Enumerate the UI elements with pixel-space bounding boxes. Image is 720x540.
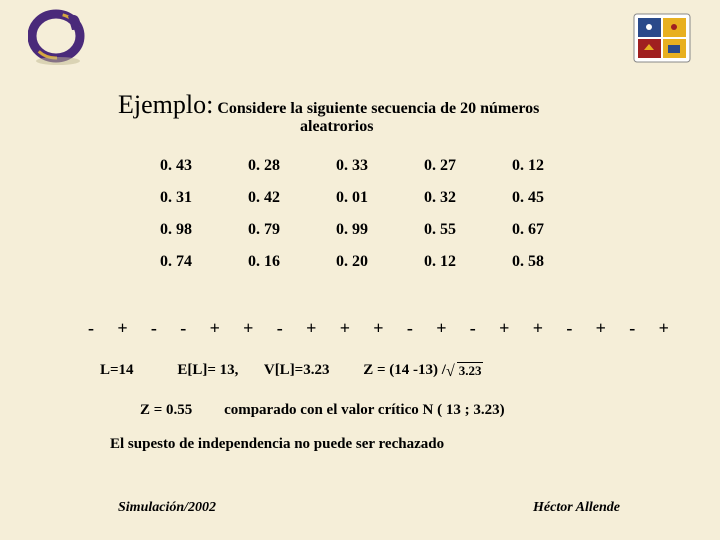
footer-right: Héctor Allende	[533, 500, 620, 516]
z-comparison-text: comparado con el valor crítico N ( 13 ; …	[224, 402, 505, 418]
title-text-2: aleatrorios	[300, 118, 373, 136]
table-row: 0. 980. 790. 990. 550. 67	[160, 214, 600, 246]
sign: -	[629, 318, 636, 339]
table-cell: 0. 43	[160, 157, 248, 175]
table-cell: 0. 98	[160, 221, 248, 239]
sign: +	[533, 318, 544, 339]
signs-row: - + - - + + - + + + - + - + + - + - +	[88, 318, 670, 339]
sign: +	[596, 318, 607, 339]
table-row: 0. 310. 420. 010. 320. 45	[160, 182, 600, 214]
sign: +	[659, 318, 670, 339]
table-cell: 0. 67	[512, 221, 600, 239]
table-row: 0. 740. 160. 200. 120. 58	[160, 246, 600, 278]
sign: -	[407, 318, 414, 339]
table-cell: 0. 99	[336, 221, 424, 239]
table-cell: 0. 28	[248, 157, 336, 175]
ejemplo-label: Ejemplo:	[118, 90, 213, 119]
table-cell: 0. 16	[248, 253, 336, 271]
z-value: Z = 0.55	[140, 402, 192, 418]
table-cell: 0. 20	[336, 253, 424, 271]
table-row: 0. 430. 280. 330. 270. 12	[160, 150, 600, 182]
sign: -	[470, 318, 477, 339]
table-cell: 0. 55	[424, 221, 512, 239]
table-cell: 0. 12	[424, 253, 512, 271]
title-text-1: Considere la siguiente secuencia de 20 n…	[217, 100, 539, 117]
right-shield-logo	[632, 12, 692, 66]
left-logo	[28, 8, 88, 66]
sign: +	[210, 318, 221, 339]
table-cell: 0. 01	[336, 189, 424, 207]
sign: -	[180, 318, 187, 339]
table-cell: 0. 74	[160, 253, 248, 271]
stats-row: L=14 E[L]= 13, V[L]=3.23 Z = (14 -13) /√…	[100, 362, 483, 381]
conclusion-text: El supesto de independencia no puede ser…	[110, 436, 444, 453]
table-cell: 0. 45	[512, 189, 600, 207]
footer-left: Simulación/2002	[118, 500, 216, 516]
title-line: Ejemplo: Considere la siguiente secuenci…	[118, 90, 680, 120]
numbers-table: 0. 430. 280. 330. 270. 120. 310. 420. 01…	[160, 150, 600, 278]
sqrt-icon: √	[446, 363, 455, 380]
stat-L: L=14	[100, 362, 134, 378]
sign: +	[117, 318, 128, 339]
stat-Z: Z = (14 -13) /	[363, 362, 446, 378]
sign: +	[436, 318, 447, 339]
table-cell: 0. 27	[424, 157, 512, 175]
sqrt-value: 3.23	[457, 362, 484, 379]
sign: +	[340, 318, 351, 339]
table-cell: 0. 42	[248, 189, 336, 207]
table-cell: 0. 33	[336, 157, 424, 175]
sign: +	[373, 318, 384, 339]
sign: +	[243, 318, 254, 339]
table-cell: 0. 58	[512, 253, 600, 271]
sign: -	[277, 318, 284, 339]
table-cell: 0. 31	[160, 189, 248, 207]
sign: +	[499, 318, 510, 339]
sign: -	[151, 318, 158, 339]
sign: -	[88, 318, 95, 339]
sign: -	[566, 318, 573, 339]
table-cell: 0. 79	[248, 221, 336, 239]
stat-VL: V[L]=3.23	[264, 362, 330, 378]
z-comparison-row: Z = 0.55 comparado con el valor crítico …	[140, 402, 505, 419]
sign: +	[306, 318, 317, 339]
stat-EL: E[L]= 13,	[177, 362, 238, 378]
table-cell: 0. 32	[424, 189, 512, 207]
table-cell: 0. 12	[512, 157, 600, 175]
